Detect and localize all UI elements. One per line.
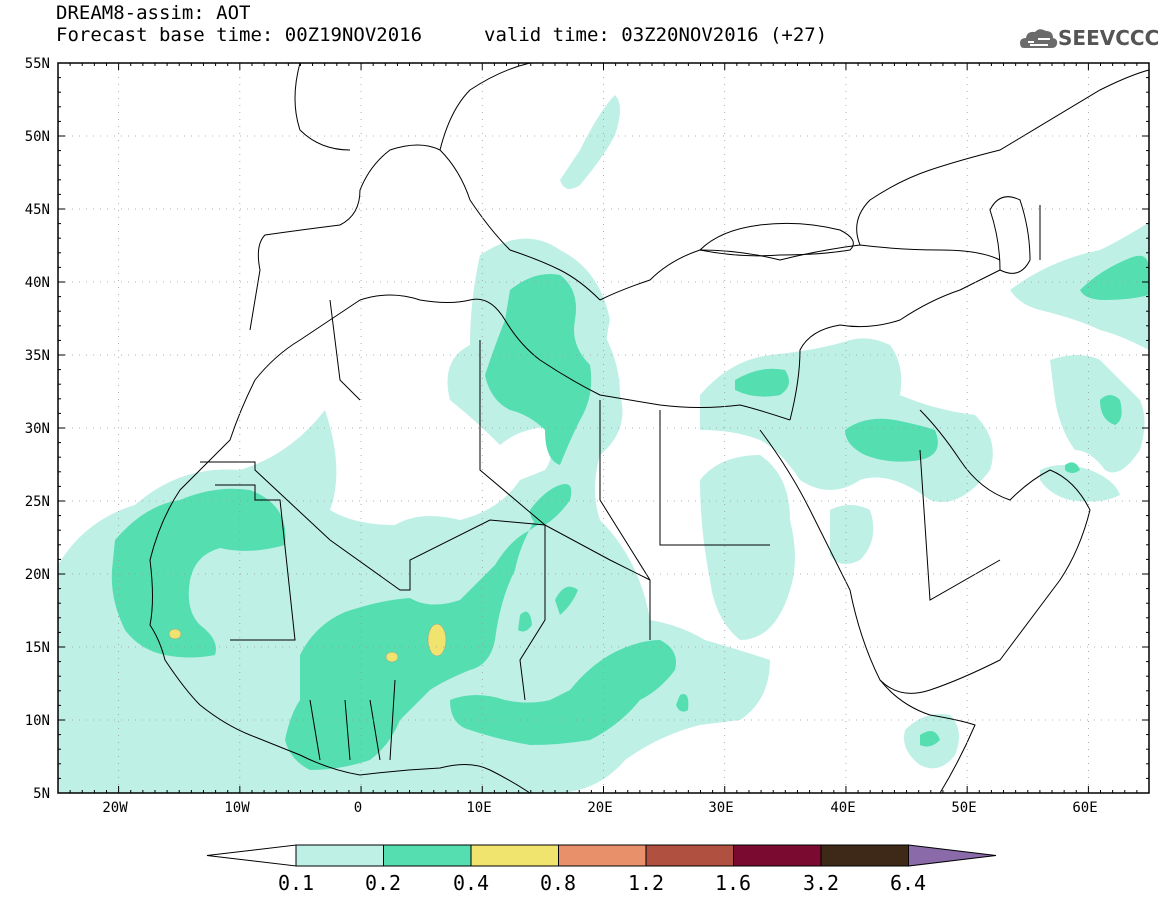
colorbar-labels: 0.1 0.2 0.4 0.8 1.2 1.6 3.2 6.4 bbox=[278, 871, 926, 895]
colorbar-label: 1.2 bbox=[628, 871, 664, 895]
colorbar-label: 0.4 bbox=[453, 871, 489, 895]
lon-label: 20W bbox=[102, 800, 128, 816]
chart-title: DREAM8-assim: AOT bbox=[56, 2, 251, 24]
colorbar-swatch bbox=[733, 844, 822, 867]
lat-label: 5N bbox=[33, 786, 50, 802]
lat-label: 55N bbox=[25, 56, 50, 72]
colorbar-label: 0.8 bbox=[540, 871, 576, 895]
lon-label: 20E bbox=[587, 800, 612, 816]
lon-label: 50E bbox=[951, 800, 976, 816]
colorbar-swatch bbox=[470, 844, 559, 867]
colorbar-label: 0.1 bbox=[278, 871, 314, 895]
colorbar-swatch bbox=[645, 844, 734, 867]
seevccc-logo-icon bbox=[1020, 29, 1058, 48]
colorbar-swatch bbox=[383, 844, 472, 867]
lat-label: 40N bbox=[25, 275, 50, 291]
aot-level-0-4 bbox=[168, 623, 447, 663]
longitude-labels: 20W 10W 0 10E 20E 30E 40E 50E 60E bbox=[102, 800, 1097, 816]
colorbar bbox=[206, 844, 997, 867]
aot-level-0-1 bbox=[58, 95, 1149, 793]
lon-label: 10E bbox=[466, 800, 491, 816]
colorbar-label: 3.2 bbox=[803, 871, 839, 895]
lat-label: 45N bbox=[25, 202, 50, 218]
lat-label: 10N bbox=[25, 713, 50, 729]
lat-label: 25N bbox=[25, 494, 50, 510]
lon-label: 0 bbox=[354, 800, 362, 816]
lon-label: 10W bbox=[224, 800, 250, 816]
lat-label: 30N bbox=[25, 421, 50, 437]
lon-label: 30E bbox=[708, 800, 733, 816]
logo-text: SEEVCCC bbox=[1058, 26, 1160, 50]
valid-time: valid time: 03Z20NOV2016 (+27) bbox=[484, 24, 828, 46]
colorbar-label: 0.2 bbox=[365, 871, 401, 895]
colorbar-swatch bbox=[820, 844, 909, 867]
coastlines bbox=[149, 63, 1149, 793]
latitude-labels: 55N 50N 45N 40N 35N 30N 25N 20N 15N 10N … bbox=[25, 56, 50, 802]
lon-label: 60E bbox=[1072, 800, 1097, 816]
lat-label: 15N bbox=[25, 640, 50, 656]
colorbar-label: 6.4 bbox=[890, 871, 926, 895]
colorbar-label: 1.6 bbox=[715, 871, 751, 895]
aot-field bbox=[58, 63, 1149, 793]
colorbar-swatch bbox=[558, 844, 647, 867]
colorbar-over-arrow bbox=[908, 844, 997, 867]
colorbar-swatch bbox=[295, 844, 384, 867]
colorbar-under-arrow bbox=[206, 844, 297, 867]
lat-label: 20N bbox=[25, 567, 50, 583]
forecast-base-time: Forecast base time: 00Z19NOV2016 bbox=[56, 24, 423, 46]
graticule bbox=[58, 63, 1149, 793]
lon-label: 40E bbox=[830, 800, 855, 816]
axis-ticks bbox=[57, 62, 1150, 794]
aot-level-0-2 bbox=[111, 255, 1149, 770]
lat-label: 35N bbox=[25, 348, 50, 364]
lat-label: 50N bbox=[25, 129, 50, 145]
